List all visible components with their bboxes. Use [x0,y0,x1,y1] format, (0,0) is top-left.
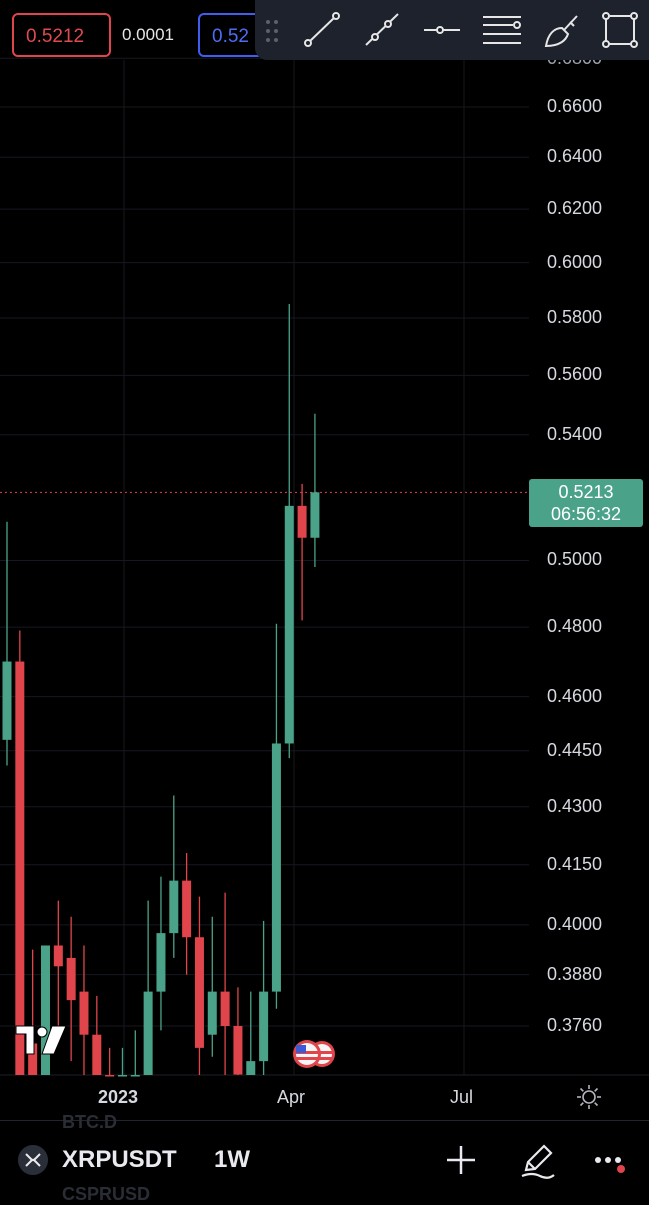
interval-selector[interactable]: 1W [214,1146,250,1173]
time-label-jul: Jul [450,1087,474,1107]
candle-body [194,937,204,1048]
brush-icon [544,15,578,48]
last-price-tag: 0.5213 06:56:32 [529,479,643,527]
time-label-2023: 2023 [98,1087,139,1107]
parallel-channel-icon [483,16,521,44]
bar-countdown: 06:56:32 [550,504,622,524]
candle-body [207,991,217,1035]
price-axis-label: 0.4300 [547,795,603,816]
parallel-channel-tool[interactable] [480,8,524,52]
horizontal-ray-tool[interactable] [420,8,464,52]
horizontal-ray-icon [424,26,460,34]
brush-tool[interactable] [540,8,584,52]
candle-body [284,505,294,744]
spread-value: 0.0001 [122,25,174,44]
last-price-value: 0.5213 [558,482,614,502]
ray-tool[interactable] [360,8,404,52]
sell-price-button[interactable]: 0.5212 [12,13,111,57]
candle-body [156,933,166,992]
price-axis-label: 0.4450 [547,739,603,760]
price-axis-label: 0.3760 [547,1015,603,1035]
drag-handle-icon[interactable] [263,18,281,44]
candle-body [233,1026,243,1075]
trend-line-tool[interactable] [300,8,344,52]
price-axis-label: 0.6200 [547,198,603,219]
add-plus-icon[interactable] [441,1140,481,1180]
rectangle-tool[interactable] [598,8,642,52]
time-label-apr: Apr [277,1087,306,1107]
price-axis-label: 0.6800 [547,60,602,69]
candle-body [143,991,153,1075]
candle-body [105,1075,115,1077]
price-axis-label: 0.4600 [547,685,603,706]
candle-body [259,991,269,1062]
candles-layer [2,304,320,1077]
chart-canvas[interactable] [0,0,649,1120]
drawing-pen-icon[interactable] [518,1140,558,1180]
drawing-toolbar [255,0,649,60]
candle-body [117,1075,127,1077]
price-axis-label: 0.5400 [547,423,603,444]
candle-body [130,1075,140,1077]
more-menu-icon[interactable] [592,1140,632,1180]
tradingview-logo-icon [15,1025,67,1055]
candle-body [182,880,192,938]
price-axis-label: 0.3880 [547,963,603,984]
candle-body [28,1043,38,1075]
price-axis-label: 0.5800 [547,307,603,328]
ray-icon [365,13,399,46]
candle-body [220,991,230,1026]
ghost-symbol-below: CSPRUSD [62,1184,151,1204]
candle-body [297,505,307,538]
settings-gear-icon[interactable] [576,1084,602,1110]
price-axis-label: 0.6000 [547,251,603,272]
ghost-symbol-above: BTC.D [62,1112,117,1132]
price-axis-label: 0.6600 [547,96,603,116]
candle-body [79,991,89,1035]
price-axis-label: 0.4000 [547,913,603,934]
symbol-selector[interactable]: XRPUSDT [62,1146,177,1173]
candle-body [15,661,25,1075]
candle-body [53,945,63,967]
candle-body [92,1034,102,1075]
bottom-bar [0,1120,649,1201]
price-axis-label: 0.4800 [547,616,603,637]
xrp-logo-icon [18,1145,48,1175]
trend-line-icon [304,12,340,47]
price-axis-label: 0.5000 [547,549,603,570]
candle-body [310,492,320,538]
candle-body [246,1061,256,1075]
us-economic-events-icon[interactable] [290,1038,340,1070]
candle-body [271,743,281,992]
candle-body [169,880,179,934]
price-axis-label: 0.5600 [547,364,603,385]
candle-body [40,945,50,1075]
chart-grid [0,57,649,1076]
price-axis-label: 0.4150 [547,853,603,874]
candle-body [2,661,12,740]
price-axis-label: 0.6400 [547,146,603,167]
rectangle-icon [602,12,638,48]
candle-body [66,957,76,1001]
